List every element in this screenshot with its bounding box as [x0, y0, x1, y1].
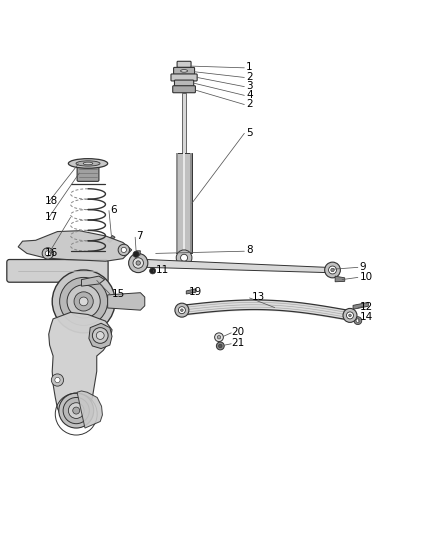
Polygon shape — [176, 153, 192, 253]
FancyBboxPatch shape — [177, 61, 191, 67]
Ellipse shape — [83, 162, 93, 165]
Text: 5: 5 — [246, 128, 253, 138]
Text: 7: 7 — [136, 231, 143, 241]
Circle shape — [52, 270, 115, 333]
Circle shape — [63, 398, 89, 424]
Polygon shape — [77, 391, 102, 428]
Circle shape — [121, 247, 127, 253]
Circle shape — [96, 332, 104, 340]
Text: 2: 2 — [246, 99, 253, 109]
Polygon shape — [183, 153, 185, 253]
Polygon shape — [353, 302, 368, 309]
Text: 21: 21 — [231, 338, 244, 348]
Text: 4: 4 — [246, 90, 253, 100]
Polygon shape — [182, 93, 186, 153]
Polygon shape — [147, 260, 327, 272]
Circle shape — [343, 309, 357, 322]
Polygon shape — [136, 251, 141, 255]
Text: 14: 14 — [360, 312, 373, 322]
Polygon shape — [190, 153, 192, 253]
FancyBboxPatch shape — [174, 80, 194, 86]
Text: 16: 16 — [44, 247, 58, 257]
Circle shape — [133, 258, 144, 268]
Circle shape — [73, 407, 80, 414]
Circle shape — [328, 266, 336, 274]
Circle shape — [59, 393, 94, 428]
Text: 17: 17 — [44, 212, 58, 222]
Polygon shape — [89, 323, 112, 349]
Circle shape — [178, 306, 185, 313]
Circle shape — [354, 317, 362, 325]
FancyBboxPatch shape — [173, 67, 194, 75]
Circle shape — [219, 344, 222, 348]
Polygon shape — [186, 289, 196, 294]
Ellipse shape — [180, 70, 187, 72]
Text: 1: 1 — [246, 62, 253, 72]
Polygon shape — [176, 153, 178, 253]
Polygon shape — [81, 276, 105, 286]
Polygon shape — [108, 293, 145, 310]
Text: 3: 3 — [246, 81, 253, 91]
Circle shape — [176, 250, 192, 265]
Circle shape — [356, 319, 360, 322]
Circle shape — [325, 262, 340, 278]
Circle shape — [349, 314, 351, 317]
Circle shape — [331, 268, 334, 272]
Circle shape — [136, 261, 141, 265]
Circle shape — [216, 342, 224, 350]
Circle shape — [150, 268, 155, 274]
Text: 20: 20 — [231, 327, 244, 337]
Circle shape — [215, 333, 223, 342]
Circle shape — [45, 251, 50, 256]
Text: 6: 6 — [110, 205, 117, 215]
Text: 8: 8 — [246, 245, 253, 255]
Circle shape — [217, 335, 221, 339]
Circle shape — [68, 403, 84, 418]
Ellipse shape — [76, 161, 100, 166]
Polygon shape — [335, 276, 345, 282]
Circle shape — [133, 251, 139, 257]
Circle shape — [67, 285, 100, 318]
Text: 13: 13 — [252, 292, 265, 302]
Polygon shape — [49, 312, 112, 422]
Circle shape — [51, 374, 64, 386]
Text: 19: 19 — [189, 287, 202, 297]
Text: 15: 15 — [112, 289, 125, 299]
FancyBboxPatch shape — [7, 260, 108, 282]
Circle shape — [180, 254, 187, 261]
Text: 2: 2 — [246, 72, 253, 82]
Circle shape — [74, 292, 93, 311]
Circle shape — [79, 297, 88, 306]
Circle shape — [55, 377, 60, 383]
Text: 11: 11 — [155, 265, 169, 275]
Circle shape — [180, 309, 183, 311]
Ellipse shape — [68, 159, 108, 168]
Text: 18: 18 — [44, 196, 58, 206]
FancyBboxPatch shape — [77, 165, 99, 181]
Text: 10: 10 — [360, 271, 373, 281]
Text: 12: 12 — [360, 302, 373, 312]
FancyBboxPatch shape — [173, 86, 195, 93]
Polygon shape — [18, 231, 132, 261]
Circle shape — [346, 312, 353, 319]
Circle shape — [175, 303, 189, 317]
Polygon shape — [107, 236, 115, 243]
Text: 9: 9 — [360, 262, 366, 271]
FancyBboxPatch shape — [171, 74, 197, 81]
Circle shape — [129, 253, 148, 272]
Circle shape — [42, 248, 53, 259]
Circle shape — [60, 277, 108, 326]
Circle shape — [118, 244, 130, 256]
Circle shape — [92, 328, 108, 343]
